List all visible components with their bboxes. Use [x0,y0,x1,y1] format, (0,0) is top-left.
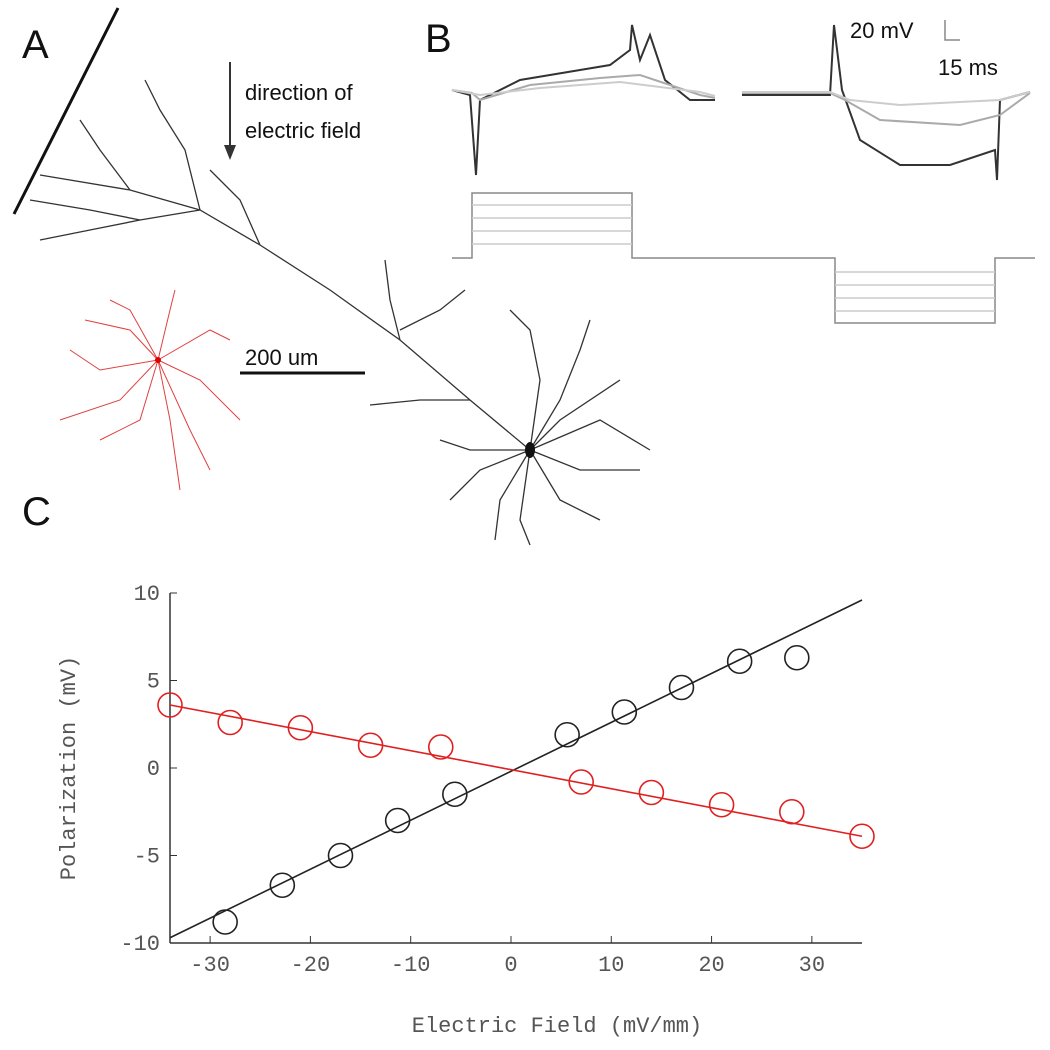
y-tick-label: -5 [134,845,160,870]
x-tick-label: -30 [190,953,230,978]
data-point [554,721,580,748]
x-tick-label: 10 [598,953,624,978]
data-point [778,798,805,825]
stellate-neuron [59,289,241,491]
scale-bar [944,20,960,41]
data-point [708,791,735,818]
panel-label: A [22,23,49,67]
scale-label: 15 ms [938,55,998,80]
data-point [357,732,384,759]
data-point [726,648,753,675]
x-tick-label: 0 [504,953,517,978]
data-point [217,709,243,736]
field-label: direction of [245,80,354,105]
pyramidal-neuron [29,79,651,546]
data-point [784,644,810,671]
scale-label: 20 mV [850,18,914,43]
data-point [849,823,875,850]
y-tick-label: 10 [134,582,160,607]
panel-label: C [22,490,51,534]
field-electrode [12,7,120,215]
fit-line [169,704,863,838]
field-label: electric field [245,118,361,143]
y-tick-label: -10 [120,932,160,957]
field-arrowhead [224,145,236,160]
panel-label: B [425,17,452,61]
x-tick-label: 20 [698,953,724,978]
current-steps [452,192,1035,324]
soma [155,357,161,363]
data-point [157,692,183,718]
data-point [568,769,594,795]
data-point [442,781,468,808]
data-point [427,734,454,760]
x-tick-label: -10 [391,953,431,978]
data-point [668,674,695,701]
voltage-traces [451,24,1031,181]
soma [525,442,535,458]
y-tick-label: 5 [147,670,160,695]
y-tick-label: 0 [147,757,160,782]
data-point [638,779,665,806]
x-axis-label: Electric Field (mV/mm) [412,1014,702,1039]
data-point [287,714,314,741]
plot-area: -10 -5 0 5 10 -30 -20 -10 0 10 20 30 [120,582,875,978]
data-point [269,872,296,899]
data-point [611,699,638,725]
data-point [384,807,411,834]
y-axis-label: Polarization (mV) [57,656,82,880]
data-point [212,909,238,935]
scale-label: 200 um [245,345,318,370]
x-tick-label: 30 [799,953,825,978]
fit-line [169,599,863,939]
x-tick-label: -20 [291,953,331,978]
data-point [327,842,354,869]
